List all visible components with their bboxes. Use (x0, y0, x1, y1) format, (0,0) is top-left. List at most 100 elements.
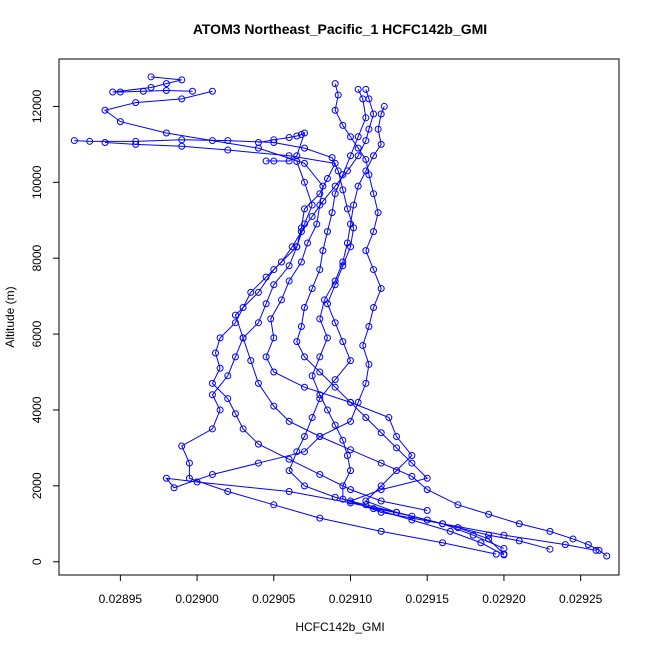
data-point (347, 220, 355, 228)
data-point (147, 73, 155, 81)
data-point (343, 167, 351, 175)
data-point (339, 436, 347, 444)
data-point (300, 482, 308, 490)
data-point (316, 433, 324, 441)
data-point (347, 446, 355, 454)
data-point (109, 88, 117, 96)
data-point (339, 338, 347, 346)
data-point (331, 190, 339, 198)
data-point (285, 488, 293, 496)
data-point (331, 182, 339, 190)
data-point (347, 417, 355, 425)
data-point (492, 550, 500, 558)
data-point (316, 353, 324, 361)
data-point (139, 87, 147, 95)
data-point (370, 304, 378, 312)
series-line (211, 89, 428, 511)
data-point (408, 512, 416, 520)
y-tick-label: 0 (30, 558, 44, 565)
data-point (300, 205, 308, 213)
data-point (408, 516, 416, 524)
data-point (377, 110, 385, 118)
data-point (239, 425, 247, 433)
data-point (377, 527, 385, 535)
data-point (454, 501, 462, 509)
data-point (354, 182, 362, 190)
data-point (500, 544, 508, 552)
data-point (262, 273, 270, 281)
data-point (374, 209, 382, 217)
data-point (308, 201, 316, 209)
data-point (313, 220, 321, 228)
data-point (231, 311, 239, 319)
data-point (316, 190, 324, 198)
series-line (165, 83, 505, 555)
data-point (300, 353, 308, 361)
series-group (101, 138, 500, 558)
data-point (365, 125, 373, 133)
data-point (546, 545, 554, 553)
data-point (300, 383, 308, 391)
data-point (408, 451, 416, 459)
data-point (300, 178, 308, 186)
data-point (343, 239, 351, 247)
data-point (116, 88, 124, 96)
data-point (288, 243, 296, 251)
data-point (370, 110, 378, 118)
data-point (270, 136, 278, 144)
data-point (297, 322, 305, 330)
data-point (86, 137, 94, 145)
data-point (331, 383, 339, 391)
data-point (603, 552, 611, 560)
data-point (328, 154, 336, 162)
data-point (331, 376, 339, 384)
series-group (254, 129, 308, 165)
data-point (323, 175, 331, 183)
data-point (423, 474, 431, 482)
data-point (370, 228, 378, 236)
data-point (162, 86, 170, 94)
data-point (170, 484, 178, 492)
data-point (297, 258, 305, 266)
series-line (104, 141, 497, 555)
data-point (178, 442, 186, 450)
data-point (224, 146, 232, 154)
data-point (365, 360, 373, 368)
data-point (277, 258, 285, 266)
data-point (362, 497, 370, 505)
data-point (377, 508, 385, 516)
series-group (109, 73, 196, 96)
data-point (323, 406, 331, 414)
data-point (377, 486, 385, 494)
data-point (239, 334, 247, 342)
data-point (339, 495, 347, 503)
data-point (446, 527, 454, 535)
chart-title: ATOM3 Northeast_Pacific_1 HCFC142b_GMI (193, 21, 487, 37)
series-group (231, 157, 611, 560)
data-point (316, 266, 324, 274)
series-line (74, 139, 551, 550)
data-point (393, 444, 401, 452)
data-point (216, 334, 224, 342)
data-point (267, 315, 275, 323)
x-tick-label: 0.02910 (329, 592, 373, 606)
data-point (354, 144, 362, 152)
data-point (300, 433, 308, 441)
data-point (377, 482, 385, 490)
data-point (185, 474, 193, 482)
x-tick-label: 0.02925 (559, 592, 603, 606)
data-point (285, 157, 293, 165)
data-point (216, 364, 224, 372)
data-point (323, 228, 331, 236)
series-group (162, 80, 508, 558)
data-point (347, 467, 355, 475)
data-point (231, 353, 239, 361)
data-point (254, 440, 262, 448)
data-point (365, 322, 373, 330)
data-point (162, 474, 170, 482)
data-point (385, 414, 393, 422)
data-point (354, 133, 362, 141)
data-point (377, 497, 385, 505)
data-point (393, 433, 401, 441)
